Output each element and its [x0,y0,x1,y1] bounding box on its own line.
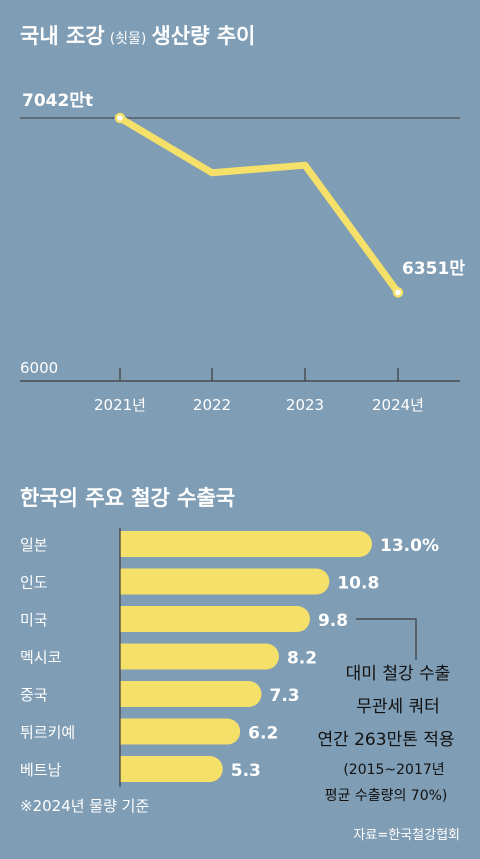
x-tick-label: 2021년 [94,396,146,414]
bar-category-label: 멕시코 [20,649,61,667]
x-ticks [119,368,399,381]
bar-category-label: 인도 [20,574,48,592]
bar-value-label: 8.2 [287,649,317,669]
bar-category-label: 베트남 [20,761,62,779]
bar-value-label: 13.0% [380,536,439,556]
y-tick-label: 6000 [20,359,58,377]
bar-value-label: 6.2 [248,724,278,744]
x-tick-label: 2024년 [372,396,424,414]
x-tick-labels: 2021년 2022 2023 2024년 [94,396,424,414]
callout: 대미 철강 수출 무관세 쿼터 연간 263만톤 적용 (2015~2017년 … [317,664,454,804]
bar-value-label: 5.3 [231,761,261,781]
bar-chart-title: 한국의 주요 철강 수출국 [20,486,235,510]
bar-category-label: 중국 [20,686,48,704]
bar-value-label: 9.8 [318,611,348,631]
x-tick-label: 2023 [286,396,324,414]
data-label-last: 6351만 [402,259,465,279]
bar-chart: 한국의 주요 철강 수출국 일본 13.0% 인도 10.8 미국 9.8 멕시코 8.2 중국… [20,486,455,815]
callout-line-3: 연간 263만톤 적용 [317,730,454,750]
bar-value-label: 10.8 [337,574,379,594]
bar-category-label: 미국 [20,611,48,629]
callout-line-5: 평균 수출량의 70%) [325,788,448,804]
bar-value-label: 7.3 [270,686,300,706]
line-point [114,112,126,124]
bar [120,756,223,782]
footnote: ※2024년 물량 기준 [20,797,149,815]
line-chart-title: 국내 조강 (쇳물) 생산량 추이 [20,24,255,48]
line-point [392,287,404,298]
bars: 일본 13.0% 인도 10.8 미국 9.8 멕시코 8.2 중국 7.3 튀르키예 6.2 베트남 5… [20,531,439,782]
callout-line-4: (2015~2017년 [343,762,444,778]
line-points [114,112,404,298]
bar [120,531,372,557]
callout-line-2: 무관세 쿼터 [356,697,440,717]
bar [120,606,310,632]
x-tick-label: 2022 [193,396,231,414]
callout-connector [356,618,417,660]
line-chart: 국내 조강 (쇳물) 생산량 추이 6000 2021년 2022 2023 2024… [20,24,465,414]
bar-category-label: 일본 [20,536,48,554]
source-credit: 자료=한국철강협회 [353,828,460,843]
bar [120,681,262,707]
callout-line-1: 대미 철강 수출 [346,664,451,684]
series-line [116,114,402,296]
bar [120,568,330,595]
bar [120,643,279,670]
bar-category-label: 튀르키예 [20,724,75,742]
data-label-first: 7042만t [22,91,93,111]
bar [120,718,241,745]
